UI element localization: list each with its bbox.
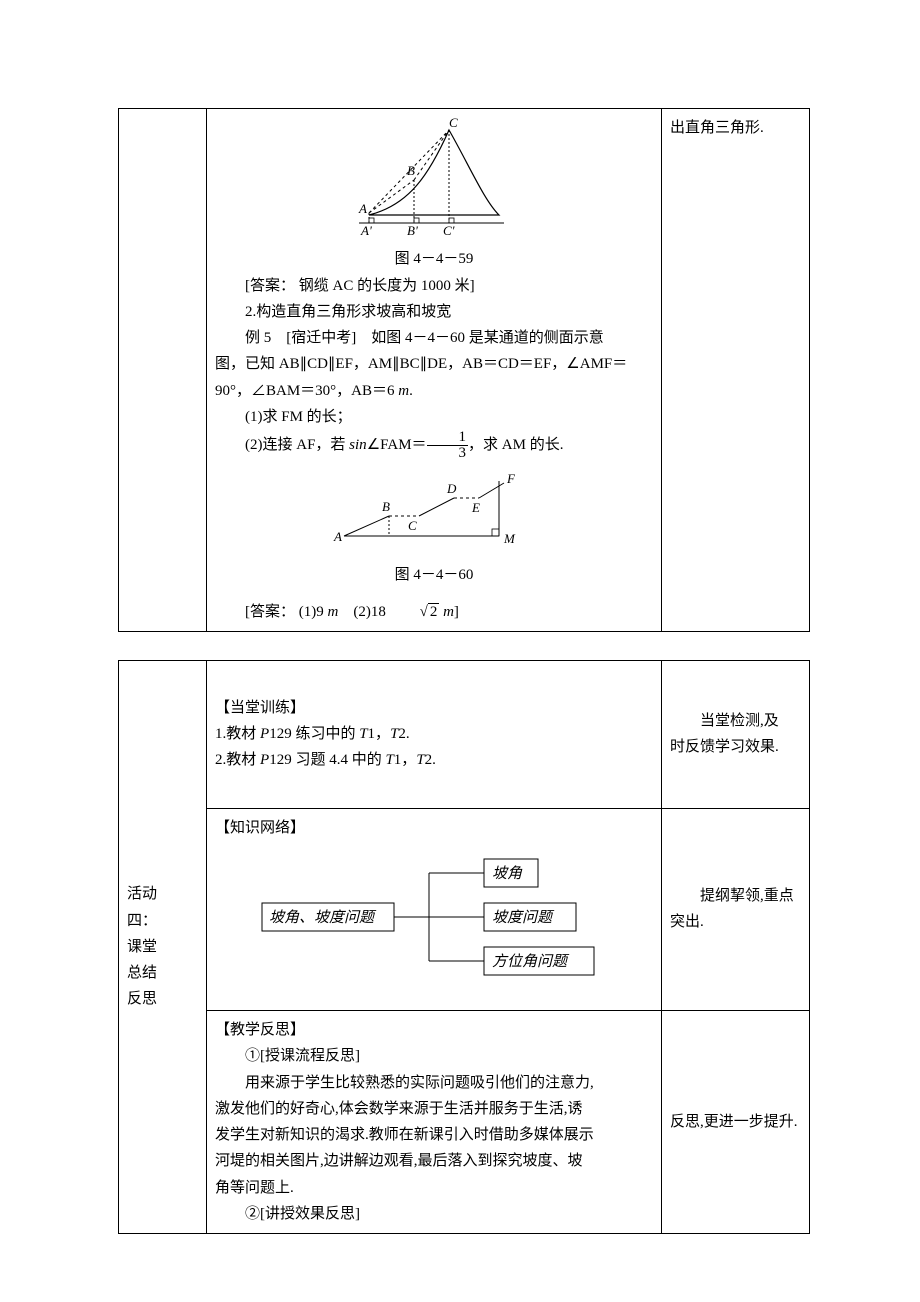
train-h: 【当堂训练】 [215, 695, 653, 721]
ex5-q2: (2)连接 AF，若 sin∠FAM＝13，求 AM 的长. [215, 430, 653, 461]
train-1: 1.教材 P129 练习中的 T1，T2. [215, 721, 653, 747]
svg-text:D: D [446, 481, 457, 496]
t1-right: 出直角三角形. [662, 109, 810, 632]
fig59-caption: 图 4－4－59 [215, 246, 653, 272]
table-lower: 活动 四： 课堂 总结 反思 【当堂训练】 1.教材 P129 练习中的 T1，… [118, 660, 810, 1234]
t2-r2-right: 提纲挈领,重点 突出. [662, 808, 810, 1011]
figure-60: A B C D E F M 图 4－4－60 [215, 461, 653, 589]
svg-text:A: A [333, 529, 342, 544]
answer-5: [答案： (1)9 m (2)18 √2 m] [215, 599, 653, 625]
svg-text:C: C [449, 115, 458, 130]
t2-left: 活动 四： 课堂 总结 反思 [119, 660, 207, 1233]
t2-r1-right: 当堂检测,及 时反馈学习效果. [662, 660, 810, 808]
svg-text:B: B [382, 499, 390, 514]
t2-r3-right: 反思,更进一步提升. [662, 1011, 810, 1234]
svg-text:C: C [408, 518, 417, 533]
svg-text:A: A [358, 201, 367, 216]
svg-text:A': A' [360, 223, 372, 235]
sec2-title: 2.构造直角三角形求坡高和坡宽 [215, 299, 653, 325]
svg-text:方位角问题: 方位角问题 [492, 953, 570, 970]
t1-mid: A B C A' B' C' 图 4－4－59 [答案： 钢缆 AC 的长度为 … [207, 109, 662, 632]
t1-left [119, 109, 207, 632]
svg-text:B': B' [407, 223, 418, 235]
net-h: 【知识网络】 [215, 815, 653, 841]
train-2: 2.教材 P129 习题 4.4 中的 T1，T2. [215, 747, 653, 773]
figure-59: A B C A' B' C' 图 4－4－59 [215, 115, 653, 273]
ex5-intro: 例 5 [宿迁中考] 如图 4－4－60 是某通道的侧面示意 [215, 325, 653, 351]
svg-text:坡度问题: 坡度问题 [492, 909, 555, 926]
svg-text:F: F [506, 471, 516, 486]
reflect-h: 【教学反思】 [215, 1017, 653, 1043]
ex5-q1: (1)求 FM 的长； [215, 404, 653, 430]
t2-r1-mid: 【当堂训练】 1.教材 P129 练习中的 T1，T2. 2.教材 P129 习… [207, 660, 662, 808]
svg-text:E: E [471, 500, 480, 515]
fig60-caption: 图 4－4－60 [215, 562, 653, 588]
svg-text:M: M [503, 531, 516, 546]
network-diagram: 坡角、坡度问题 坡角 坡度问题 方位角问题 [215, 841, 653, 1004]
ex5-line1: 图，已知 AB∥CD∥EF，AM∥BC∥DE，AB＝CD＝EF，∠AMF＝ [215, 351, 653, 377]
table-upper: A B C A' B' C' 图 4－4－59 [答案： 钢缆 AC 的长度为 … [118, 108, 810, 632]
t2-r3-mid: 【教学反思】 ①[授课流程反思] 用来源于学生比较熟悉的实际问题吸引他们的注意力… [207, 1011, 662, 1234]
t1-right-text: 出直角三角形. [670, 120, 764, 136]
svg-text:坡角: 坡角 [492, 865, 523, 882]
answer-4: [答案： 钢缆 AC 的长度为 1000 米] [215, 273, 653, 299]
svg-text:C': C' [443, 223, 455, 235]
svg-text:B: B [407, 163, 415, 178]
t2-r2-mid: 【知识网络】 坡角、坡度问题 坡角 坡度问题 方位角问题 [207, 808, 662, 1011]
svg-text:坡角、坡度问题: 坡角、坡度问题 [269, 909, 377, 926]
ex5-line2: 90°，∠BAM＝30°，AB＝6 m. [215, 378, 653, 404]
